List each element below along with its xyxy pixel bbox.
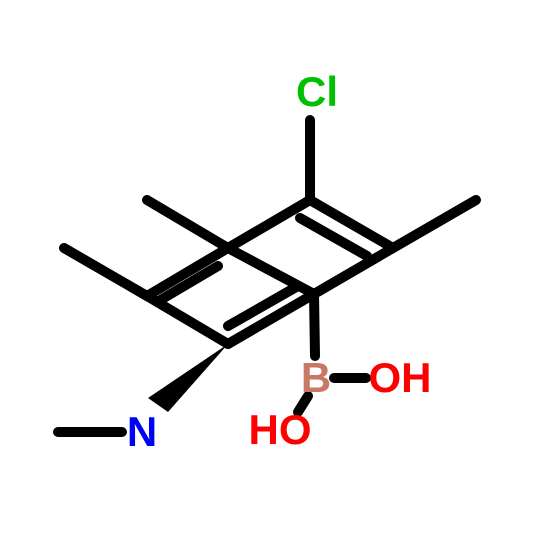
chlorine-label: Cl <box>296 68 338 116</box>
molecule-canvas: Cl B OH HO N <box>0 0 533 533</box>
nitrogen-label: N <box>127 408 157 456</box>
boron-label: B <box>301 354 331 402</box>
hydroxyl-2-label: HO <box>249 406 312 454</box>
hydroxyl-1-label: OH <box>369 354 432 402</box>
